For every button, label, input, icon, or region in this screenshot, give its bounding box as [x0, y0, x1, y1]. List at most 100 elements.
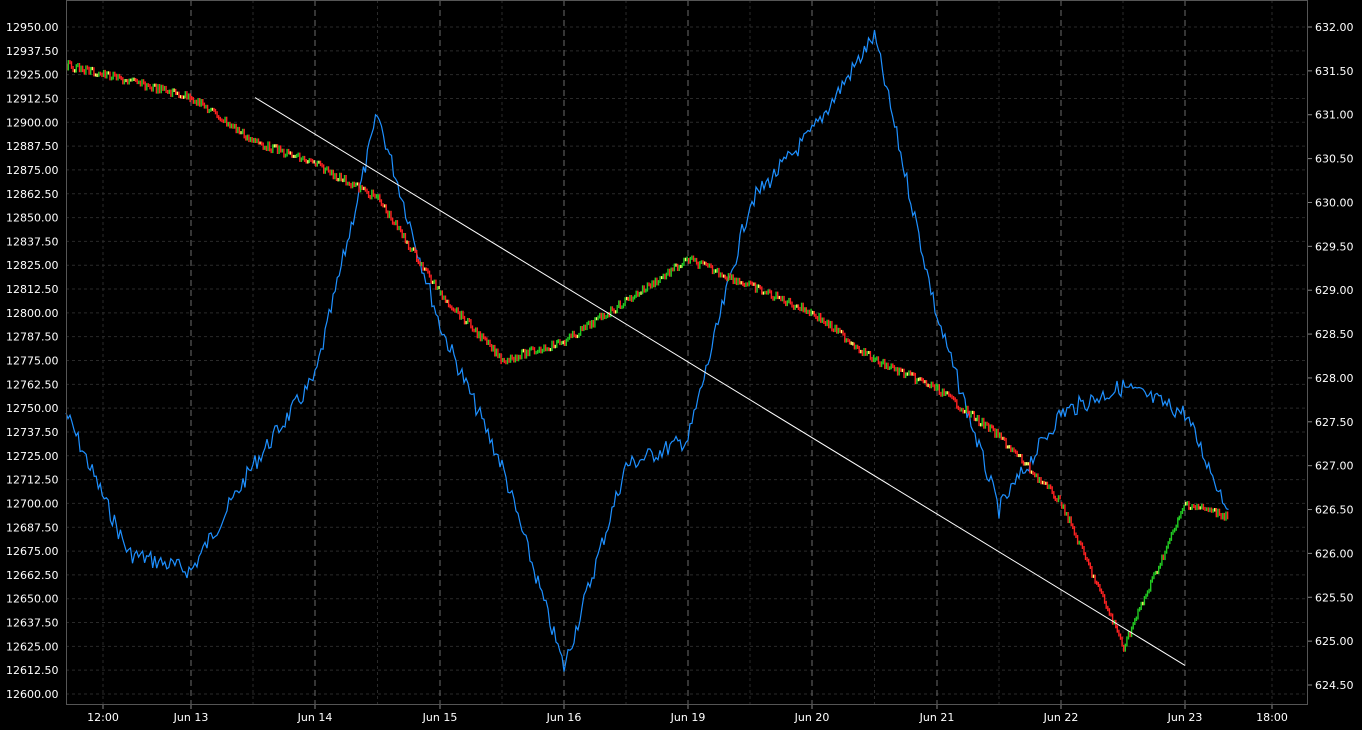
candle [1159, 562, 1161, 569]
candle [1068, 516, 1071, 524]
candle [651, 280, 653, 289]
candle [391, 217, 394, 225]
candle [216, 111, 218, 119]
candle [640, 291, 642, 295]
trendline-line[interactable] [254, 97, 1186, 666]
candle [1086, 557, 1088, 562]
candle [117, 73, 119, 81]
candle [369, 195, 371, 200]
candle [611, 306, 614, 312]
left-tick-label: 12700.00 [6, 497, 59, 510]
candle [820, 312, 822, 323]
candle [412, 247, 415, 251]
candle [86, 65, 89, 70]
candle [487, 339, 490, 345]
candle [359, 185, 362, 193]
candle [481, 333, 483, 342]
candle [960, 407, 963, 412]
candle [715, 269, 717, 273]
candle [742, 281, 744, 286]
left-tick-label: 12612.50 [6, 664, 59, 677]
candle [702, 260, 704, 265]
candle [260, 141, 263, 146]
right-tick-label: 630.00 [1315, 196, 1354, 209]
candle [689, 256, 691, 264]
candle [646, 282, 649, 292]
candle [810, 308, 812, 317]
candle [438, 286, 440, 290]
left-tick-label: 12875.00 [6, 164, 59, 177]
candle [367, 191, 370, 198]
candle [104, 69, 106, 79]
candle [995, 428, 998, 438]
candle [1175, 524, 1177, 531]
candle [136, 78, 138, 85]
left-tick-label: 12837.50 [6, 235, 59, 248]
candle [937, 384, 939, 391]
candle [1161, 554, 1163, 566]
x-tick-label: 12:00 [87, 711, 119, 724]
candle [746, 282, 749, 287]
candle [1024, 462, 1026, 466]
candle [777, 291, 779, 300]
candle [1006, 445, 1009, 449]
candle [390, 210, 392, 221]
candle [544, 344, 547, 352]
candle [890, 363, 892, 370]
candle [150, 86, 153, 92]
candle [986, 421, 988, 426]
candle [1070, 516, 1072, 527]
candle [769, 289, 771, 294]
candle [868, 351, 870, 354]
candle [1142, 601, 1144, 606]
candle [1173, 527, 1176, 533]
candle [1041, 480, 1044, 485]
candle [734, 277, 736, 284]
candle [570, 333, 572, 339]
candle [895, 367, 897, 372]
candle [1056, 498, 1058, 503]
candle [1053, 491, 1055, 499]
candle [118, 73, 121, 79]
candle [605, 315, 607, 320]
candle [235, 123, 237, 134]
candle [551, 340, 553, 351]
candle [233, 123, 236, 129]
candle [837, 327, 839, 334]
candle [419, 261, 421, 267]
candle [1030, 470, 1033, 474]
candle [430, 274, 432, 284]
candle [273, 144, 276, 148]
candle [972, 410, 974, 415]
candle [1154, 570, 1157, 576]
candle [800, 302, 803, 312]
candle [486, 337, 488, 345]
candle [581, 326, 583, 332]
candle [627, 296, 629, 301]
candle [578, 332, 580, 338]
candle [353, 181, 355, 187]
candle [462, 310, 464, 319]
candle [337, 178, 339, 182]
candle [786, 300, 788, 307]
candle [622, 303, 625, 309]
candle [179, 95, 182, 99]
candle [1072, 523, 1074, 530]
candle [268, 141, 271, 152]
trendline[interactable] [254, 97, 1186, 666]
candle [591, 320, 593, 329]
candle [1183, 504, 1185, 511]
candle [1100, 588, 1103, 594]
candle [1207, 507, 1209, 513]
candle [638, 291, 641, 297]
candle [796, 304, 798, 308]
candle [1180, 511, 1182, 519]
candle [315, 162, 317, 167]
candle [308, 158, 310, 164]
candle [404, 233, 407, 244]
candle [94, 73, 97, 77]
candle [356, 182, 359, 186]
candle [446, 299, 448, 303]
x-tick-label: 18:00 [1256, 711, 1288, 724]
left-tick-label: 12762.50 [6, 378, 59, 391]
